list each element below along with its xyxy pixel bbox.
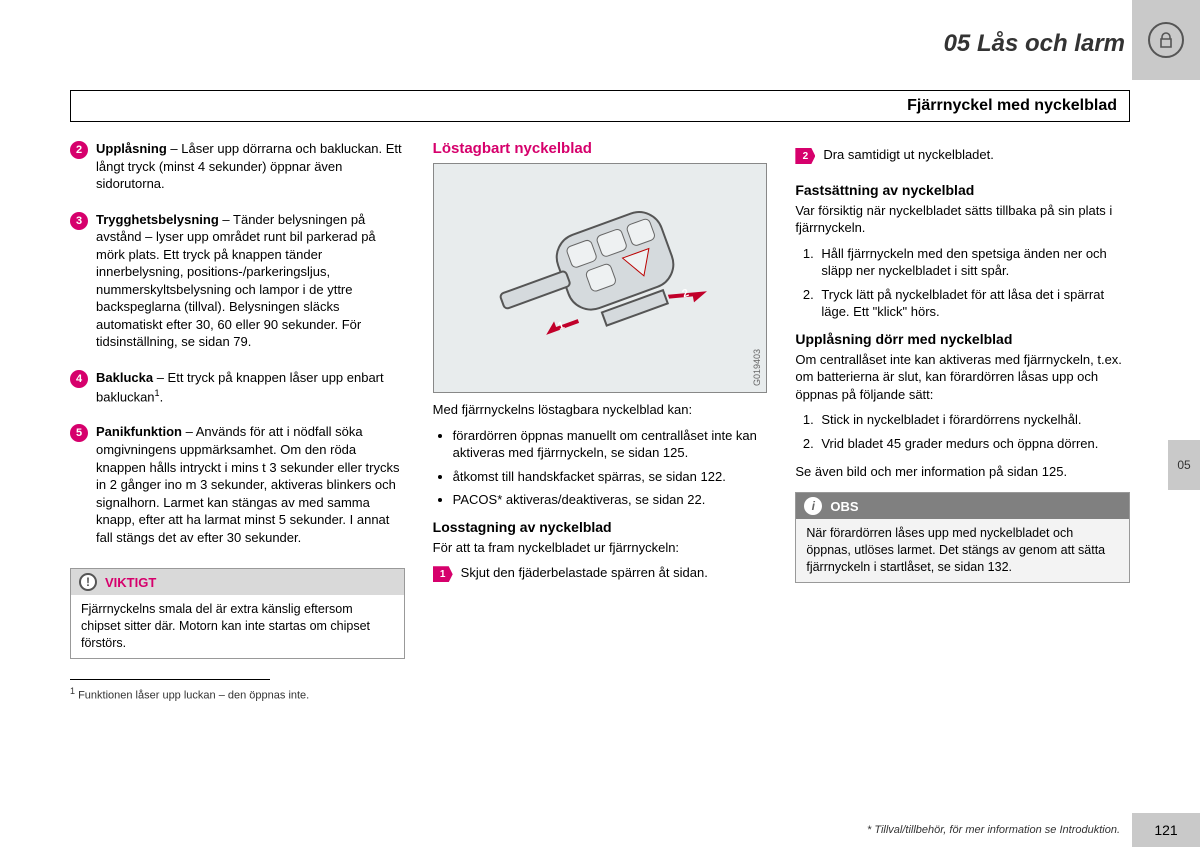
col3-after: Se även bild och mer information på sida… (795, 463, 1130, 481)
page-header: 05 Lås och larm (0, 0, 1200, 80)
column-1: 2 Upplåsning – Låser upp dörrarna och bak… (70, 140, 405, 659)
bullet-item: PACOS* aktiveras/deaktiveras, se sidan 2… (453, 491, 768, 509)
arrow-step-text: Skjut den fjäderbelastade spärren åt sid… (461, 564, 768, 582)
number-badge: 4 (70, 370, 88, 388)
number-badge: 5 (70, 424, 88, 442)
item-text: Upplåsning – Låser upp dörrarna och bakl… (96, 140, 405, 193)
padlock-icon (1148, 22, 1184, 58)
important-body: Fjärrnyckelns smala del är extra känslig… (71, 595, 404, 658)
col3-h1: Fastsättning av nyckelblad (795, 182, 1130, 198)
footer-text: * Tillval/tillbehör, för mer information… (867, 824, 1132, 836)
exclamation-icon: ! (79, 573, 97, 591)
important-label: VIKTIGT (105, 575, 156, 590)
side-tab: 05 (1168, 440, 1200, 490)
content-columns: 2 Upplåsning – Låser upp dörrarna och bak… (0, 140, 1200, 659)
col2-title: Löstagbart nyckelblad (433, 140, 768, 157)
col2-bullet-list: förardörren öppnas manuellt om centrallå… (433, 427, 768, 509)
bullet-item: förardörren öppnas manuellt om centrallå… (453, 427, 768, 462)
footnote: 1 Funktionen låser upp luckan – den öppn… (0, 686, 1200, 702)
note-header: i OBS (796, 493, 1129, 519)
step-item: Tryck lätt på nyckelbladet för att låsa … (817, 286, 1130, 321)
arrow-step-2: 2 Dra samtidigt ut nyckelbladet. (795, 146, 1130, 172)
col3-steps-1: Håll fjärrnyckeln med den spetsiga änden… (795, 245, 1130, 321)
col3-h2: Upplåsning dörr med nyckelblad (795, 331, 1130, 347)
arrow-badge: 1 (433, 566, 453, 582)
col3-steps-2: Stick in nyckelbladet i förardörrens nyc… (795, 411, 1130, 452)
arrow-badge: 2 (795, 148, 815, 164)
numbered-item: 4 Baklucka – Ett tryck på knappen låser u… (70, 369, 405, 413)
important-callout: ! VIKTIGT Fjärrnyckelns smala del är ext… (70, 568, 405, 659)
col2-subtext: För att ta fram nyckelbladet ur fjärrnyc… (433, 539, 768, 557)
footnote-separator (70, 679, 270, 680)
page-number: 121 (1132, 813, 1200, 847)
number-badge: 3 (70, 212, 88, 230)
column-2: Löstagbart nyckelblad 1 2 G019403 Med fj… (433, 140, 768, 659)
step-item: Håll fjärrnyckeln med den spetsiga änden… (817, 245, 1130, 280)
important-header: ! VIKTIGT (71, 569, 404, 595)
page-footer: * Tillval/tillbehör, för mer information… (0, 813, 1200, 847)
info-icon: i (804, 497, 822, 515)
col2-subheading: Losstagning av nyckelblad (433, 519, 768, 535)
note-callout: i OBS När förardörren låses upp med nyck… (795, 492, 1130, 583)
note-body: När förardörren låses upp med nyckelblad… (796, 519, 1129, 582)
chapter-icon-box (1132, 0, 1200, 80)
col2-intro: Med fjärrnyckelns löstagbara nyckelblad … (433, 401, 768, 419)
item-text: Trygghetsbelysning – Tänder belysningen … (96, 211, 405, 351)
arrow-step-text: Dra samtidigt ut nyckelbladet. (823, 146, 1130, 164)
numbered-item: 3 Trygghetsbelysning – Tänder belysningen… (70, 211, 405, 359)
col3-h1-text: Var försiktig när nyckelbladet sätts til… (795, 202, 1130, 237)
chapter-title: 05 Lås och larm (944, 30, 1125, 58)
numbered-item: 2 Upplåsning – Låser upp dörrarna och bak… (70, 140, 405, 201)
number-badge: 2 (70, 141, 88, 159)
column-3: 2 Dra samtidigt ut nyckelbladet. Fastsät… (795, 140, 1130, 659)
arrow-step-1: 1 Skjut den fjäderbelastade spärren åt s… (433, 564, 768, 590)
step-item: Stick in nyckelbladet i förardörrens nyc… (817, 411, 1130, 429)
footnote-text: Funktionen låser upp luckan – den öppnas… (75, 690, 309, 702)
note-label: OBS (830, 499, 858, 514)
figure-code: G019403 (752, 349, 762, 386)
step-item: Vrid bladet 45 grader medurs och öppna d… (817, 435, 1130, 453)
bullet-item: åtkomst till handskfacket spärras, se si… (453, 468, 768, 486)
col3-h2-text: Om centrallåset inte kan aktiveras med f… (795, 351, 1130, 404)
item-text: Baklucka – Ett tryck på knappen låser up… (96, 369, 405, 405)
numbered-item: 5 Panikfunktion – Används för att i nödfa… (70, 423, 405, 554)
section-heading: Fjärrnyckel med nyckelblad (70, 90, 1130, 122)
key-figure: 1 2 G019403 (433, 163, 768, 393)
item-text: Panikfunktion – Används för att i nödfal… (96, 423, 405, 546)
